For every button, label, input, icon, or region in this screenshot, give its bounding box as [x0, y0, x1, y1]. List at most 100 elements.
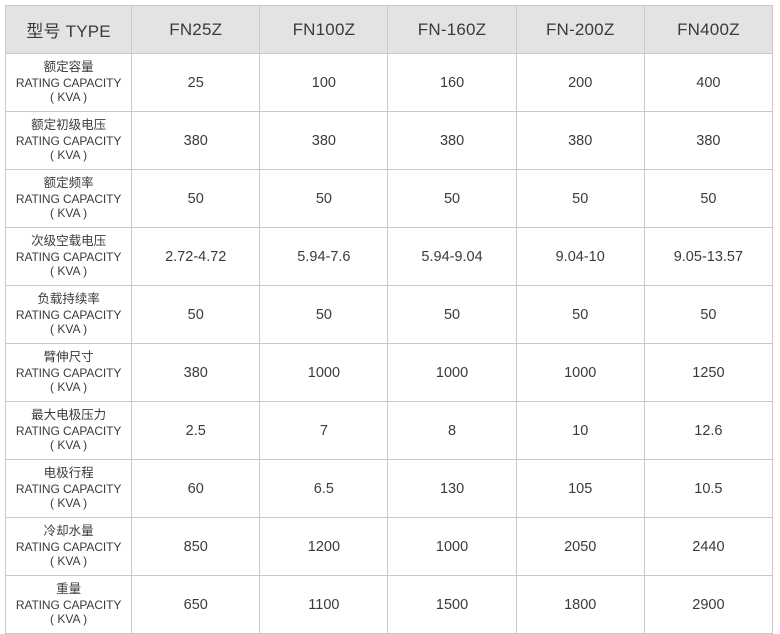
table-cell-value: 10: [515, 401, 645, 460]
table-cell-value: 2440: [643, 517, 774, 576]
row-label-cell: 冷却水量 RATING CAPACITY( KVA ): [4, 517, 133, 576]
table-cell-value: 50: [643, 285, 774, 344]
table-header-row: 型号 TYPE FN25Z FN100Z FN-160Z FN-200Z FN4…: [4, 5, 774, 54]
table-cell-value: 380: [643, 111, 774, 170]
table-cell-value: 9.05-13.57: [643, 227, 774, 286]
header-cell-type: 型号 TYPE: [4, 5, 133, 54]
table-cell-value: 8: [387, 401, 517, 460]
row-label-cn: 次级空载电压: [31, 234, 107, 249]
row-label-unit: ( KVA ): [50, 148, 88, 163]
table-cell-value: 2.72-4.72: [131, 227, 261, 286]
table-cell-value: 130: [387, 459, 517, 518]
table-cell-value: 50: [387, 169, 517, 228]
table-cell-value: 50: [387, 285, 517, 344]
table-cell-value: 10.5: [643, 459, 774, 518]
table-cell-value: 380: [131, 343, 261, 402]
row-label-cell: 负载持续率 RATING CAPACITY( KVA ): [4, 285, 133, 344]
header-cell-model-1: FN25Z: [131, 5, 261, 54]
table-cell-value: 5.94-9.04: [387, 227, 517, 286]
row-label-cell: 额定初级电压 RATING CAPACITY( KVA ): [4, 111, 133, 170]
row-label-unit: ( KVA ): [50, 380, 88, 395]
specification-table: 型号 TYPE FN25Z FN100Z FN-160Z FN-200Z FN4…: [4, 5, 774, 634]
row-label-en: RATING CAPACITY: [15, 75, 122, 90]
row-label-cn: 冷却水量: [43, 524, 94, 539]
table-row: 负载持续率 RATING CAPACITY( KVA ) 50 50 50 50 50: [4, 285, 774, 344]
table-row: 次级空载电压 RATING CAPACITY( KVA ) 2.72-4.72 5.9…: [4, 227, 774, 286]
row-label-cell: 重量 RATING CAPACITY( KVA ): [4, 575, 133, 634]
table-cell-value: 7: [259, 401, 389, 460]
table-row: 最大电极压力 RATING CAPACITY( KVA ) 2.5 7 8 10 12.6: [4, 401, 774, 460]
table-cell-value: 100: [259, 53, 389, 112]
table-cell-value: 105: [515, 459, 645, 518]
table-cell-value: 380: [387, 111, 517, 170]
row-label-en: RATING CAPACITY: [15, 307, 122, 322]
table-cell-value: 50: [131, 169, 261, 228]
table-cell-value: 400: [643, 53, 774, 112]
row-label-en: RATING CAPACITY: [15, 191, 122, 206]
table-cell-value: 2050: [515, 517, 645, 576]
table-cell-value: 380: [515, 111, 645, 170]
row-label-unit: ( KVA ): [50, 554, 88, 569]
table-row: 冷却水量 RATING CAPACITY( KVA ) 850 1200 1000 205…: [4, 517, 774, 576]
row-label-cn: 额定初级电压: [31, 118, 107, 133]
specification-table-container: 型号 TYPE FN25Z FN100Z FN-160Z FN-200Z FN4…: [4, 5, 774, 634]
row-label-unit: ( KVA ): [50, 438, 88, 453]
row-label-cn: 负载持续率: [37, 292, 100, 307]
row-label-unit: ( KVA ): [50, 496, 88, 511]
table-row: 电极行程 RATING CAPACITY( KVA ) 60 6.5 130 105 10.…: [4, 459, 774, 518]
table-cell-value: 50: [515, 169, 645, 228]
row-label-cell: 最大电极压力 RATING CAPACITY( KVA ): [4, 401, 133, 460]
table-cell-value: 6.5: [259, 459, 389, 518]
row-label-en: RATING CAPACITY: [15, 423, 122, 438]
table-cell-value: 50: [643, 169, 774, 228]
row-label-unit: ( KVA ): [50, 612, 88, 627]
table-cell-value: 1000: [259, 343, 389, 402]
table-cell-value: 1000: [515, 343, 645, 402]
table-cell-value: 5.94-7.6: [259, 227, 389, 286]
table-cell-value: 25: [131, 53, 261, 112]
table-cell-value: 1250: [643, 343, 774, 402]
table-cell-value: 50: [515, 285, 645, 344]
table-cell-value: 12.6: [643, 401, 774, 460]
row-label-cell: 次级空载电压 RATING CAPACITY( KVA ): [4, 227, 133, 286]
row-label-unit: ( KVA ): [50, 264, 88, 279]
table-cell-value: 650: [131, 575, 261, 634]
row-label-en: RATING CAPACITY: [15, 249, 122, 264]
row-label-unit: ( KVA ): [50, 206, 88, 221]
table-row: 额定频率 RATING CAPACITY( KVA ) 50 50 50 50 50: [4, 169, 774, 228]
row-label-cell: 电极行程 RATING CAPACITY( KVA ): [4, 459, 133, 518]
table-cell-value: 50: [259, 169, 389, 228]
table-cell-value: 50: [131, 285, 261, 344]
header-cell-model-5: FN400Z: [643, 5, 774, 54]
table-cell-value: 1000: [387, 517, 517, 576]
row-label-cell: 额定频率 RATING CAPACITY( KVA ): [4, 169, 133, 228]
row-label-cn: 最大电极压力: [31, 408, 107, 423]
table-cell-value: 60: [131, 459, 261, 518]
row-label-cell: 臂伸尺寸 RATING CAPACITY( KVA ): [4, 343, 133, 402]
table-cell-value: 380: [131, 111, 261, 170]
row-label-en: RATING CAPACITY: [15, 539, 122, 554]
table-cell-value: 9.04-10: [515, 227, 645, 286]
table-cell-value: 1800: [515, 575, 645, 634]
row-label-cell: 额定容量 RATING CAPACITY( KVA ): [4, 53, 133, 112]
row-label-unit: ( KVA ): [50, 90, 88, 105]
row-label-en: RATING CAPACITY: [15, 133, 122, 148]
table-cell-value: 200: [515, 53, 645, 112]
table-row: 重量 RATING CAPACITY( KVA ) 650 1100 1500 1800 2…: [4, 575, 774, 634]
table-cell-value: 1500: [387, 575, 517, 634]
row-label-cn: 额定容量: [43, 60, 94, 75]
table-header: 型号 TYPE FN25Z FN100Z FN-160Z FN-200Z FN4…: [4, 5, 774, 54]
header-cell-model-4: FN-200Z: [515, 5, 645, 54]
table-row: 额定初级电压 RATING CAPACITY( KVA ) 380 380 380 380…: [4, 111, 774, 170]
header-cell-model-2: FN100Z: [259, 5, 389, 54]
row-label-cn: 电极行程: [43, 466, 94, 481]
table-cell-value: 160: [387, 53, 517, 112]
table-row: 额定容量 RATING CAPACITY( KVA ) 25 100 160 200 400: [4, 53, 774, 112]
table-row: 臂伸尺寸 RATING CAPACITY( KVA ) 380 1000 1000 100…: [4, 343, 774, 402]
row-label-en: RATING CAPACITY: [15, 481, 122, 496]
header-cell-model-3: FN-160Z: [387, 5, 517, 54]
row-label-cn: 臂伸尺寸: [43, 350, 94, 365]
row-label-en: RATING CAPACITY: [15, 365, 122, 380]
table-cell-value: 2900: [643, 575, 774, 634]
table-cell-value: 1200: [259, 517, 389, 576]
